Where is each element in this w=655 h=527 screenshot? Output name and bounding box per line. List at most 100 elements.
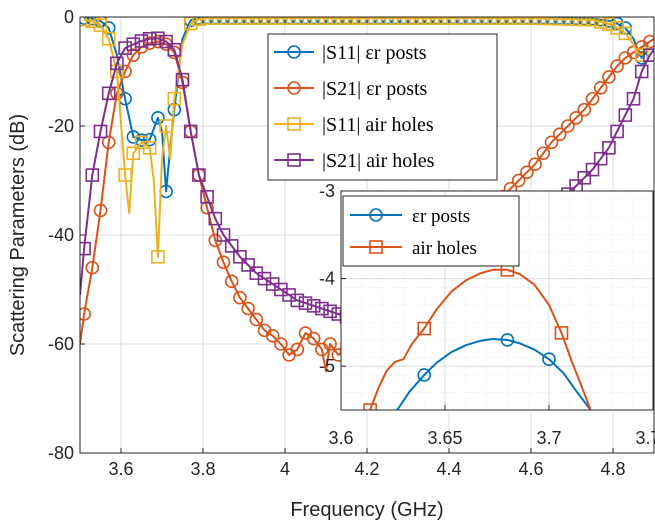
data-point [634, 48, 649, 62]
data-point [151, 111, 165, 125]
data-point [585, 17, 600, 27]
data-point [298, 296, 313, 310]
data-point [503, 17, 518, 25]
data-point [241, 17, 255, 25]
inset-axes-box [340, 190, 654, 411]
data-point [233, 17, 247, 25]
data-point [159, 119, 173, 133]
data-point [200, 17, 214, 25]
data-point [364, 17, 378, 25]
legend-item-s11-air-holes: |S11| air holes [274, 114, 434, 136]
data-point [142, 31, 157, 46]
data-point [602, 17, 616, 31]
data-point [470, 17, 485, 25]
data-point [249, 17, 264, 25]
data-point [85, 260, 100, 275]
data-point [363, 403, 377, 410]
y-tick-label: -20 [48, 116, 74, 136]
x-tick-label: 3.75 [635, 428, 655, 448]
data-point [339, 17, 354, 25]
data-point [257, 17, 272, 25]
legend-label: |S21| air holes [322, 150, 435, 172]
data-point [634, 64, 649, 79]
x-tick-label: 4.4 [436, 459, 461, 479]
y-tick-label: -4 [319, 269, 335, 289]
data-point [142, 141, 157, 155]
legend-marker [369, 240, 383, 254]
legend-marker [287, 117, 301, 131]
data-point [80, 307, 91, 321]
data-point [544, 135, 559, 150]
data-point [224, 17, 239, 25]
data-point [306, 331, 321, 346]
y-tick-label: -80 [48, 443, 74, 463]
data-point [417, 321, 432, 336]
data-point [85, 168, 100, 182]
y-tick-label: -3 [319, 181, 335, 201]
legend-label: |S11| εr posts [322, 42, 427, 64]
x-tick-label: 3.6 [328, 428, 353, 448]
data-point [462, 17, 477, 25]
data-point [224, 239, 239, 253]
data-point [421, 17, 436, 25]
data-point [585, 91, 600, 106]
data-point [520, 165, 534, 180]
data-point [388, 17, 403, 25]
data-point [577, 170, 592, 185]
x-tick-label: 4.8 [600, 459, 625, 479]
data-point [290, 17, 305, 25]
data-point [93, 124, 108, 139]
data-point [511, 173, 526, 188]
data-point [167, 91, 182, 106]
x-tick-label: 4.2 [354, 459, 379, 479]
data-point [183, 17, 198, 31]
data-point [175, 72, 190, 87]
data-point [536, 17, 551, 26]
data-point [306, 299, 321, 313]
data-point [520, 17, 534, 25]
data-point [610, 59, 624, 73]
data-point [167, 42, 182, 57]
main-ticks: 3.6 3.8 4 4.2 4.4 4.6 4.8 0 -20 -40 -60 -80 [48, 7, 626, 479]
data-point [298, 17, 313, 25]
data-point [561, 17, 575, 26]
legend-marker [287, 45, 301, 59]
data-point [265, 17, 280, 25]
data-point [577, 17, 592, 27]
data-point [233, 250, 247, 264]
data-point [241, 258, 255, 272]
data-point [200, 190, 214, 204]
data-point [126, 146, 141, 161]
legend-item-r-posts: εr posts [350, 206, 470, 227]
data-point [290, 293, 305, 308]
data-point [528, 157, 542, 171]
data-point [126, 48, 141, 62]
main-legend: |S11| εr posts |S21| εr posts |S11| air ho… [267, 33, 498, 181]
data-point [110, 56, 124, 71]
x-tick-label: 3.65 [427, 428, 462, 448]
legend-item-s11-r-posts: |S11| εr posts [274, 42, 427, 64]
data-point [290, 342, 305, 357]
data-point [80, 241, 91, 256]
data-point [93, 18, 108, 32]
inset-legend: εr posts air holes [342, 195, 520, 267]
data-point [417, 368, 432, 382]
data-point [495, 17, 510, 25]
legend-label: |S11| air holes [322, 114, 434, 136]
data-point [118, 64, 132, 79]
data-point [554, 326, 569, 340]
data-point [323, 17, 337, 25]
data-point [192, 168, 206, 182]
data-point [487, 17, 501, 25]
y-tick-label: -5 [319, 356, 335, 376]
x-tick-label: 4 [280, 459, 290, 479]
data-point [528, 17, 542, 25]
data-point [183, 124, 198, 139]
data-point [626, 91, 641, 106]
data-point [593, 81, 608, 95]
data-point [233, 290, 247, 305]
data-point [315, 301, 329, 316]
legend-label: air holes [412, 238, 477, 259]
x-tick-label: 4.6 [518, 459, 543, 479]
data-point [405, 17, 419, 25]
